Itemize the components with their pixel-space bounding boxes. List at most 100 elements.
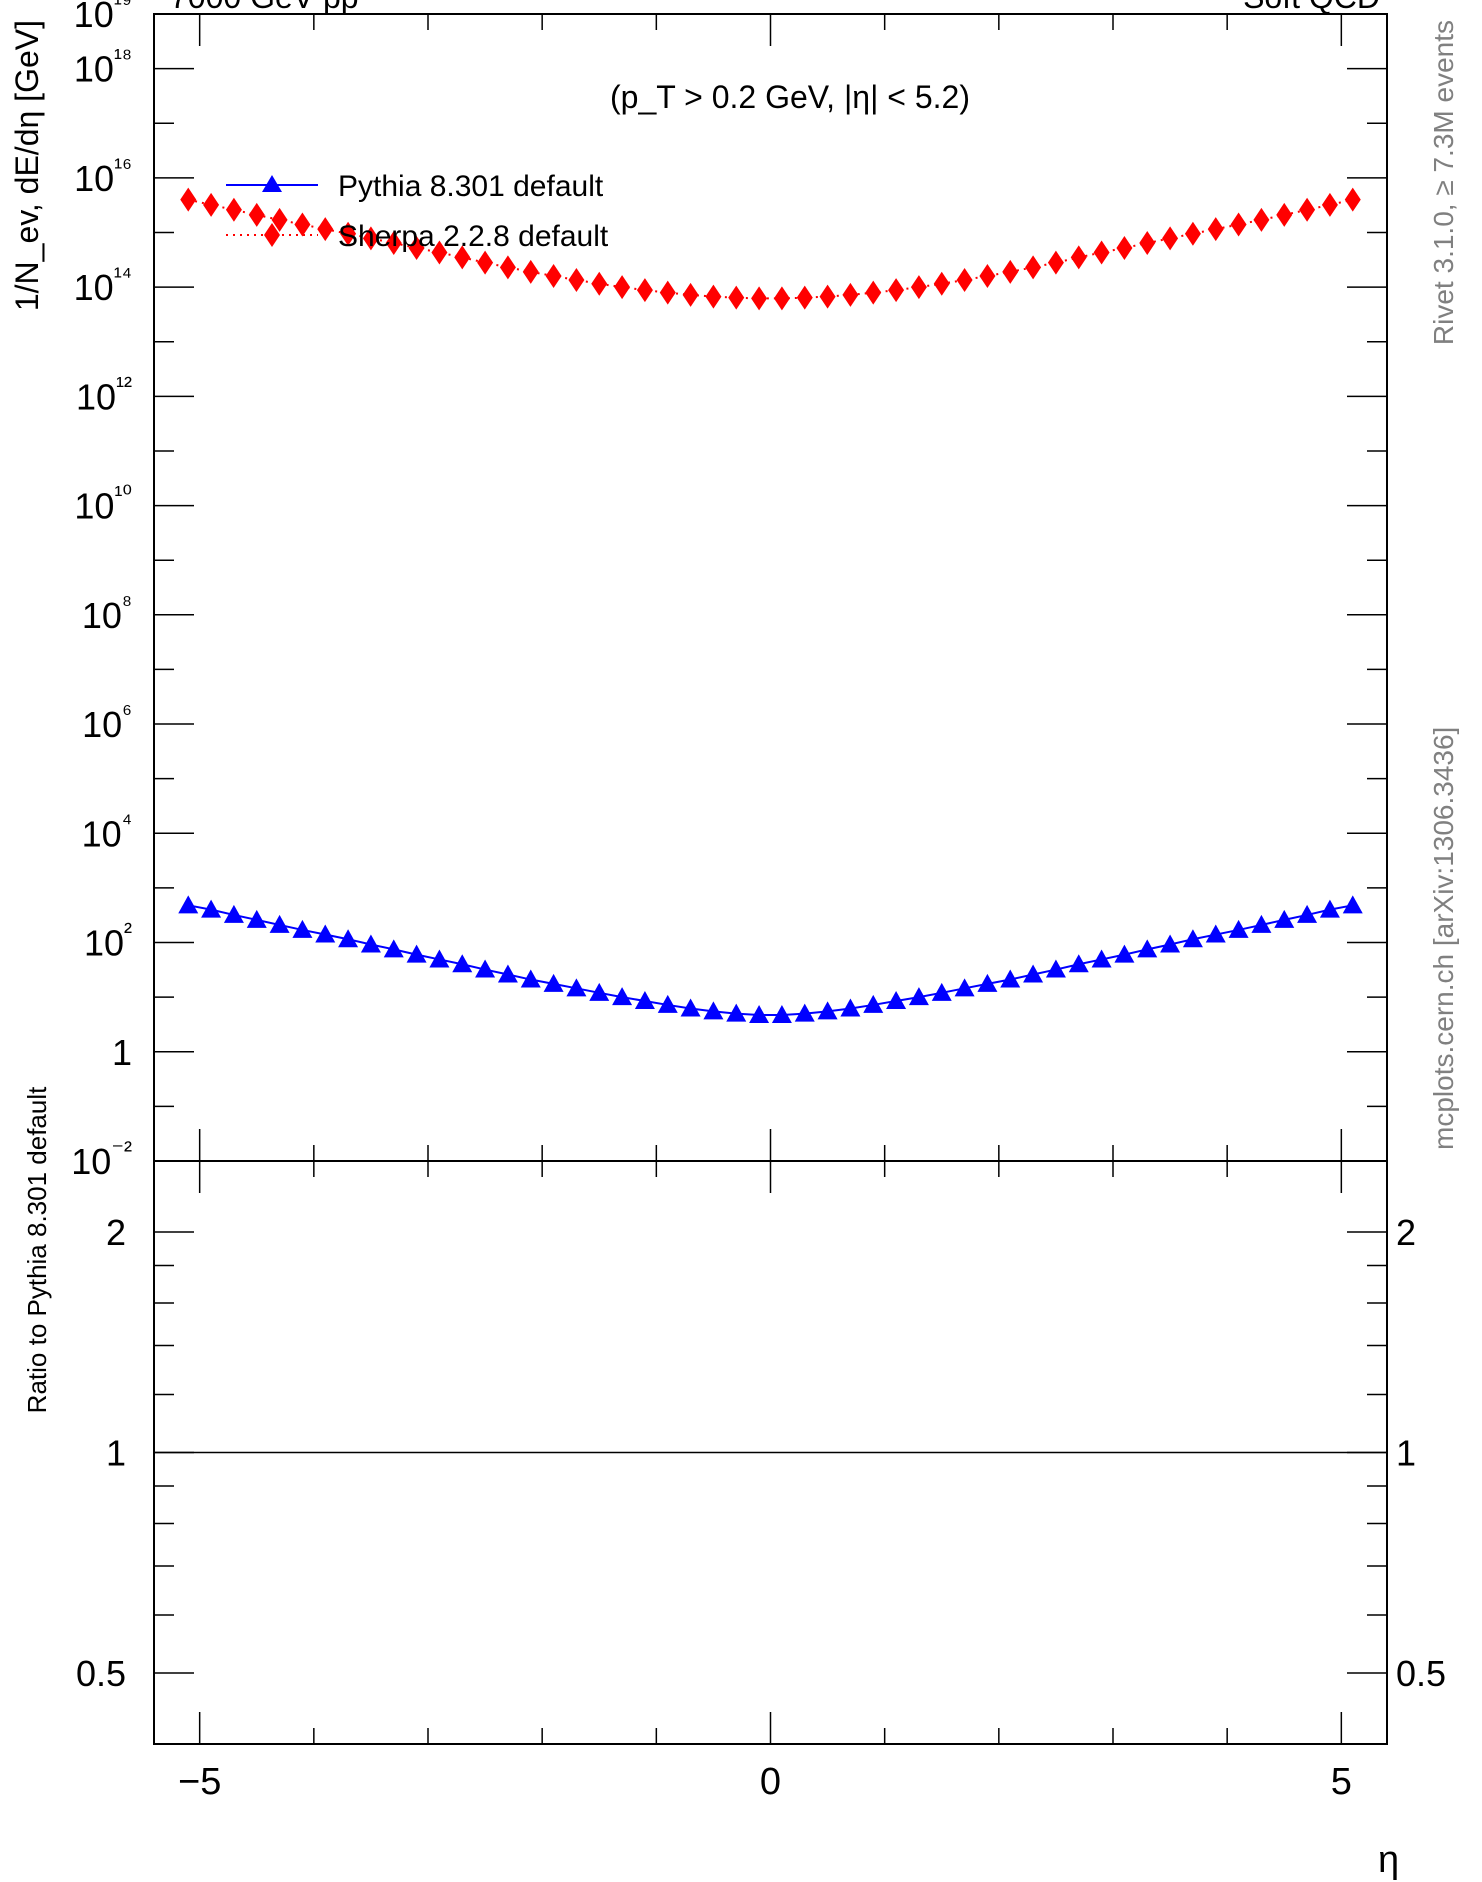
x-tick-label: 5: [1331, 1761, 1352, 1803]
data-point-sherpa: [1207, 217, 1224, 242]
data-point-pythia: [383, 939, 404, 958]
data-point-pythia: [931, 982, 952, 1001]
data-point-pythia: [292, 919, 313, 938]
data-point-sherpa: [545, 263, 562, 288]
data-point-pythia: [886, 990, 907, 1009]
data-point-pythia: [1045, 959, 1066, 978]
data-point-pythia: [178, 895, 199, 914]
data-point-sherpa: [1047, 250, 1064, 275]
top-panel-ticks: [154, 13, 1387, 1162]
data-point-pythia: [1091, 949, 1112, 968]
data-point-sherpa: [408, 235, 425, 260]
data-point-pythia: [1137, 939, 1158, 958]
series-line-0: [188, 904, 1353, 1017]
ratio-tick-label-left: 2: [106, 1212, 126, 1253]
data-point-pythia: [1023, 964, 1044, 983]
data-point-sherpa: [1093, 240, 1110, 265]
data-point-pythia: [406, 944, 427, 963]
data-point-pythia: [794, 1003, 815, 1022]
data-point-pythia: [1114, 944, 1135, 963]
data-point-sherpa: [819, 284, 836, 309]
series-layer: [178, 187, 1363, 1024]
data-point-sherpa: [522, 259, 539, 284]
data-point-pythia: [1319, 899, 1340, 918]
data-point-pythia: [726, 1003, 747, 1022]
data-point-sherpa: [431, 240, 448, 265]
data-point-pythia: [634, 990, 655, 1009]
data-point-pythia: [612, 987, 633, 1006]
data-point-sherpa: [362, 226, 379, 251]
data-point-sherpa: [1002, 259, 1019, 284]
data-point-sherpa: [888, 278, 905, 303]
data-point-sherpa: [1116, 235, 1133, 260]
data-point-pythia: [817, 1001, 838, 1020]
data-point-pythia: [1228, 919, 1249, 938]
data-point-pythia: [543, 973, 564, 992]
data-point-pythia: [657, 994, 678, 1013]
data-point-pythia: [1251, 914, 1272, 933]
legend-label-pythia: Pythia 8.301 default: [338, 170, 604, 203]
data-point-sherpa: [796, 285, 813, 310]
rivet-info-label: Rivet 3.1.0, ≥ 7.3M events: [1428, 20, 1459, 345]
data-point-sherpa: [1276, 202, 1293, 227]
data-point-sherpa: [294, 212, 311, 237]
data-point-pythia: [566, 978, 587, 997]
data-point-sherpa: [1344, 187, 1361, 212]
data-point-sherpa: [1025, 255, 1042, 280]
data-point-pythia: [1182, 929, 1203, 948]
data-point-pythia: [863, 994, 884, 1013]
mcplots-credit-label: mcplots.cern.ch [arXiv:1306.3436]: [1428, 727, 1459, 1150]
legend-marker-sherpa: [264, 223, 280, 247]
data-point-pythia: [749, 1005, 770, 1024]
data-point-sherpa: [682, 282, 699, 307]
data-point-pythia: [908, 987, 929, 1006]
data-point-sherpa: [180, 187, 197, 212]
data-point-pythia: [1297, 904, 1318, 923]
data-point-pythia: [452, 954, 473, 973]
header-left: 7000 GeV pp: [170, 0, 359, 15]
data-point-sherpa: [454, 245, 471, 270]
data-point-sherpa: [842, 282, 859, 307]
x-tick-label: 0: [760, 1761, 781, 1803]
data-point-pythia: [1160, 934, 1181, 953]
data-point-pythia: [360, 934, 381, 953]
data-point-sherpa: [1139, 231, 1156, 256]
data-point-sherpa: [1162, 226, 1179, 251]
ratio-tick-label-left: 0.5: [76, 1653, 126, 1694]
data-point-pythia: [520, 969, 541, 988]
data-point-sherpa: [477, 250, 494, 275]
data-point-sherpa: [317, 217, 334, 242]
top-y-axis-label: 1/N_ev, dE/dη [GeV]: [9, 20, 45, 311]
data-point-sherpa: [225, 197, 242, 222]
data-point-sherpa: [956, 267, 973, 292]
header-right: Soft QCD: [1243, 0, 1380, 15]
data-point-pythia: [1068, 954, 1089, 973]
top-panel-tick-labels: 10⁻²110²10⁴10⁶10⁸10¹⁰10¹²10¹⁴10¹⁶10¹⁸10¹…: [71, 0, 132, 1182]
data-point-pythia: [1205, 924, 1226, 943]
y-tick-label: 10¹⁴: [74, 263, 132, 308]
legend-marker-pythia: [262, 175, 282, 192]
data-point-sherpa: [1253, 207, 1270, 232]
data-point-pythia: [497, 964, 518, 983]
data-point-sherpa: [979, 263, 996, 288]
data-point-sherpa: [271, 207, 288, 232]
y-tick-label: 1: [112, 1032, 132, 1073]
data-point-sherpa: [340, 221, 357, 246]
data-point-sherpa: [933, 271, 950, 296]
legend-label-sherpa: Sherpa 2.2.8 default: [338, 220, 609, 253]
data-point-sherpa: [385, 231, 402, 256]
data-point-pythia: [977, 973, 998, 992]
data-point-sherpa: [659, 280, 676, 305]
data-point-pythia: [315, 924, 336, 943]
data-point-sherpa: [636, 278, 653, 303]
data-point-sherpa: [203, 192, 220, 217]
data-point-sherpa: [1299, 197, 1316, 222]
ratio-tick-label-left: 1: [106, 1433, 126, 1474]
data-point-pythia: [954, 978, 975, 997]
data-point-pythia: [338, 929, 359, 948]
data-point-pythia: [840, 998, 861, 1017]
data-point-sherpa: [248, 202, 265, 227]
data-point-sherpa: [1230, 212, 1247, 237]
x-tick-label: −5: [178, 1761, 221, 1803]
